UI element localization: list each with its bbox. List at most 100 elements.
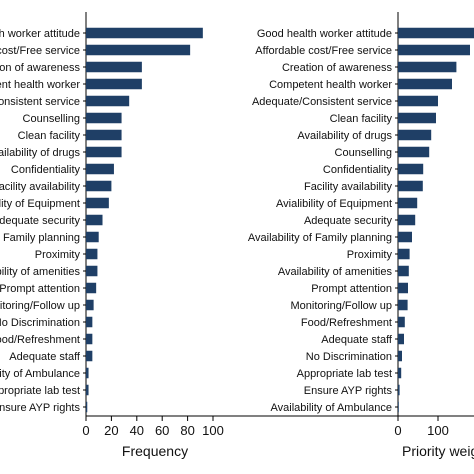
x-tick-label: 40 [130,423,144,438]
bar [398,44,470,56]
bar [86,78,142,90]
bar [86,333,93,345]
x-tick-label: 0 [394,423,401,438]
category-label: Food/Refreshment [0,334,80,346]
category-label: Proximity [347,249,393,261]
x-axis-title: Priority weighted [402,443,474,459]
bar [86,231,99,243]
bar [86,282,97,294]
bar [86,350,93,362]
bar [86,214,103,226]
bar [86,265,98,277]
left-chart-panel: Good health worker attitude Affordable co… [0,12,474,459]
bar [86,316,93,328]
bar [398,282,408,294]
x-tick-label: 0 [82,423,89,438]
bar [398,163,424,175]
bar [398,401,399,413]
bar [398,316,405,328]
category-label: Availability of Family planning [248,232,392,244]
category-label: Appropriate lab test [0,385,80,397]
category-label: Creation of awareness [282,62,393,74]
bar [398,333,404,345]
bar [398,112,436,124]
x-tick-label: 60 [155,423,169,438]
x-tick-label: 100 [202,423,224,438]
x-tick-label: 20 [104,423,118,438]
bar [398,214,416,226]
category-label: Confidentiality [323,164,393,176]
category-label: Ensure AYP rights [0,402,80,414]
bar [398,27,474,39]
category-label: Competent health worker [269,79,392,91]
category-label: Good health worker attitude [0,28,80,40]
bar [86,384,89,396]
category-label: Good health worker attitude [257,28,392,40]
bar [86,180,112,192]
category-label: Availability of drugs [0,147,80,159]
category-label: Adequate security [304,215,393,227]
category-label: No Discrimination [0,317,80,329]
bar [398,231,412,243]
category-label: Monitoring/Follow up [0,300,80,312]
category-label: Ensure AYP rights [304,385,393,397]
category-label: Prompt attention [0,283,80,295]
bar [398,248,410,260]
category-label: Facility availability [304,181,393,193]
x-axis-title: Frequency [122,443,188,459]
category-label: Creation of awareness [0,62,80,74]
category-label: Clean facility [330,113,393,125]
bar [86,61,142,73]
bar [86,112,122,124]
bar [398,180,423,192]
bar [398,129,432,141]
category-label: Availability of Ambulance [271,402,392,414]
category-label: Availability of Equipment [0,198,80,210]
bar [398,367,402,379]
bar [398,299,408,311]
bar [86,146,122,158]
category-label: Adequate staff [9,351,81,363]
category-label: Monitoring/Follow up [291,300,393,312]
bar [86,401,88,413]
category-label: Avialibility of Equipment [276,198,392,210]
category-label: Counselling [335,147,392,159]
category-label: Availability of amenities [278,266,393,278]
category-label: Adequate staff [321,334,393,346]
category-label: Affordable cost/Free service [0,45,80,57]
category-label: Counselling [23,113,80,125]
category-label: Availability of Family planning [0,232,80,244]
bar [86,367,89,379]
bar [86,44,191,56]
category-label: Facility availability [0,181,80,193]
category-label: Competent health worker [0,79,80,91]
bar [398,146,430,158]
category-label: Food/Refreshment [301,317,392,329]
category-label: Consistent service [0,96,80,108]
bar [86,299,94,311]
bar [398,384,400,396]
category-label: Confidentiality [11,164,81,176]
bar [398,78,452,90]
bar [398,95,438,107]
category-label: Availability of drugs [297,130,392,142]
bar [398,265,409,277]
bar [86,95,130,107]
bar [86,248,98,260]
bar [398,350,402,362]
category-label: Affordable cost/Free service [255,45,392,57]
category-label: Adequate security [0,215,80,227]
category-label: Clean facility [18,130,81,142]
category-label: Appropriate lab test [297,368,392,380]
category-label: Prompt attention [311,283,392,295]
category-label: Availability of Ambulance [0,368,80,380]
bar [398,197,418,209]
category-label: Adequate/Consistent service [252,96,392,108]
bar [86,27,203,39]
x-tick-label: 100 [427,423,449,438]
bar [86,163,114,175]
category-label: Availability of amenities [0,266,80,278]
bar [86,129,122,141]
category-label: Proximity [35,249,81,261]
